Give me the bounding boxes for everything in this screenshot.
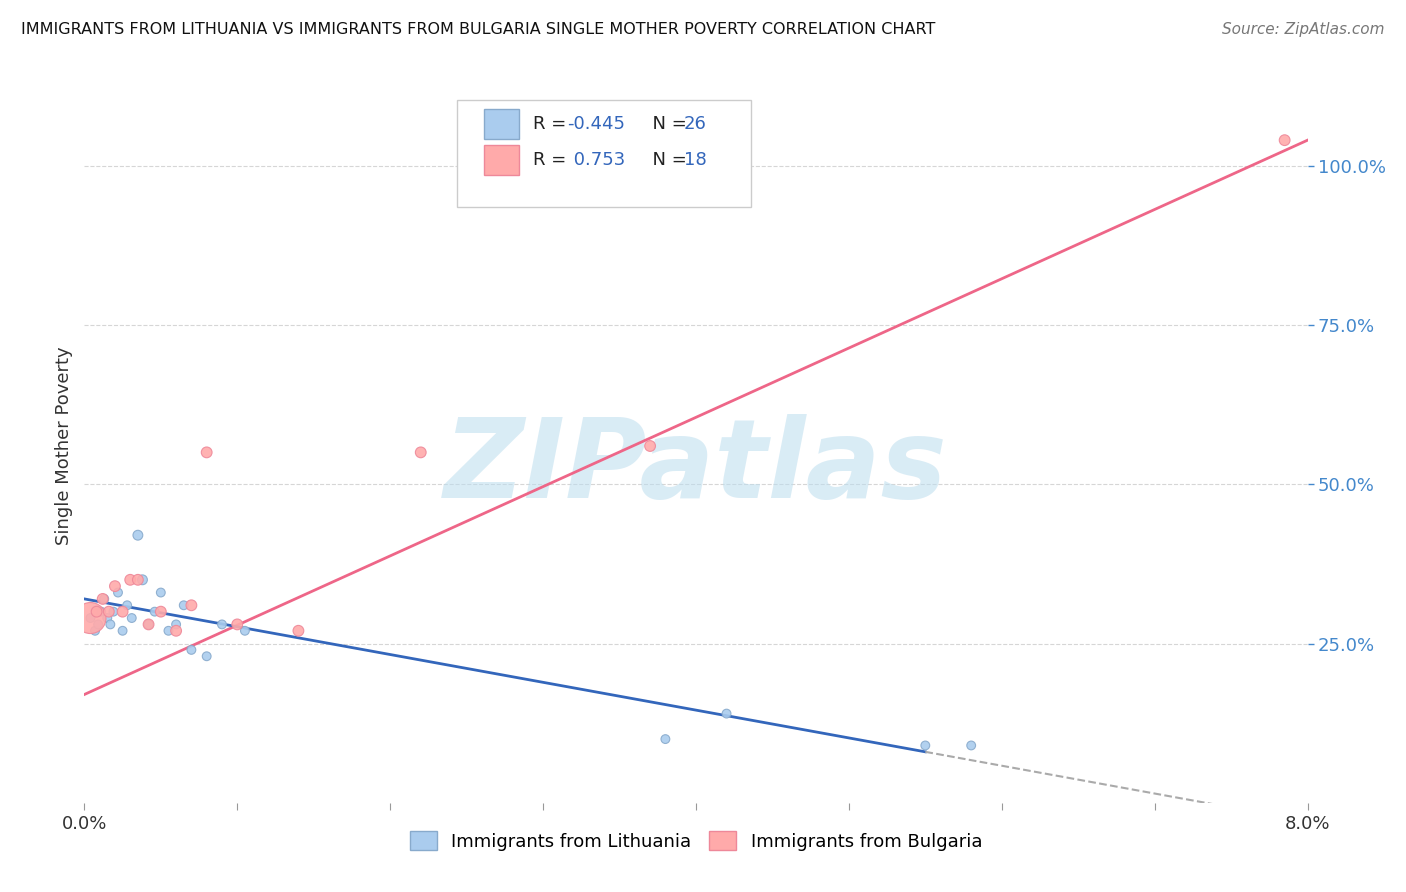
- FancyBboxPatch shape: [457, 100, 751, 207]
- Text: R =: R =: [533, 115, 572, 133]
- Text: ZIPatlas: ZIPatlas: [444, 414, 948, 521]
- Point: [195, 649, 218, 664]
- Legend: Immigrants from Lithuania, Immigrants from Bulgaria: Immigrants from Lithuania, Immigrants fr…: [402, 824, 990, 858]
- Point: [149, 605, 172, 619]
- Point: [97, 605, 120, 619]
- Point: [121, 611, 143, 625]
- Point: [180, 643, 202, 657]
- Point: [409, 445, 432, 459]
- Text: 26: 26: [683, 115, 707, 133]
- Y-axis label: Single Mother Poverty: Single Mother Poverty: [55, 347, 73, 545]
- Point: [84, 624, 107, 638]
- Text: 18: 18: [683, 151, 706, 169]
- Point: [115, 599, 138, 613]
- Point: [79, 611, 101, 625]
- Point: [180, 599, 202, 613]
- FancyBboxPatch shape: [484, 109, 519, 139]
- Point: [654, 732, 676, 747]
- Point: [138, 617, 160, 632]
- Text: IMMIGRANTS FROM LITHUANIA VS IMMIGRANTS FROM BULGARIA SINGLE MOTHER POVERTY CORR: IMMIGRANTS FROM LITHUANIA VS IMMIGRANTS …: [21, 22, 935, 37]
- Point: [120, 573, 142, 587]
- Point: [79, 611, 101, 625]
- Point: [111, 605, 134, 619]
- Point: [87, 617, 110, 632]
- Point: [104, 579, 127, 593]
- Point: [914, 739, 936, 753]
- Point: [173, 599, 195, 613]
- Point: [127, 528, 149, 542]
- Text: R =: R =: [533, 151, 572, 169]
- Point: [149, 585, 172, 599]
- Text: Source: ZipAtlas.com: Source: ZipAtlas.com: [1222, 22, 1385, 37]
- Point: [138, 617, 160, 632]
- Point: [638, 439, 661, 453]
- Point: [157, 624, 180, 638]
- Point: [233, 624, 256, 638]
- Point: [195, 445, 218, 459]
- Point: [211, 617, 233, 632]
- Text: 0.753: 0.753: [568, 151, 624, 169]
- Point: [93, 591, 115, 606]
- Point: [111, 624, 134, 638]
- Point: [107, 585, 129, 599]
- Point: [287, 624, 309, 638]
- Point: [98, 617, 121, 632]
- Point: [960, 739, 983, 753]
- Point: [226, 617, 249, 632]
- Point: [165, 624, 187, 638]
- Point: [1274, 133, 1296, 147]
- Point: [103, 605, 125, 619]
- Point: [716, 706, 738, 721]
- FancyBboxPatch shape: [484, 145, 519, 175]
- Text: N =: N =: [641, 115, 692, 133]
- Text: N =: N =: [641, 151, 692, 169]
- Point: [143, 605, 166, 619]
- Point: [86, 605, 108, 619]
- Point: [127, 573, 149, 587]
- Point: [165, 617, 187, 632]
- Text: -0.445: -0.445: [568, 115, 626, 133]
- Point: [91, 591, 114, 606]
- Point: [96, 611, 118, 625]
- Point: [90, 605, 112, 619]
- Point: [131, 573, 153, 587]
